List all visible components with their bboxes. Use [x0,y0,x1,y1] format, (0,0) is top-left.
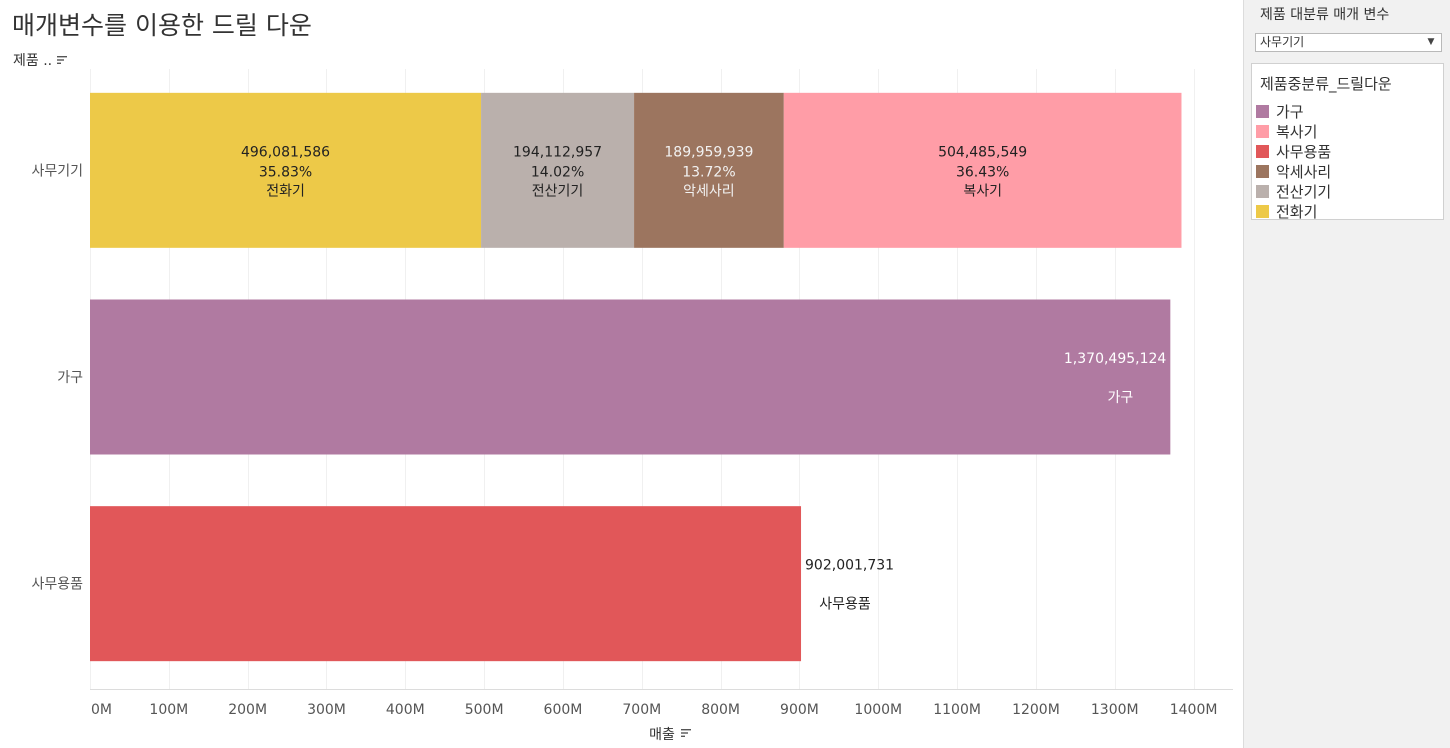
legend-label: 복사기 [1276,122,1318,141]
bar-segment[interactable] [481,92,635,248]
x-tick-label: 300M [307,702,346,718]
parameter-selected-value: 사무기기 [1260,35,1305,49]
bar-value-label: 194,112,957 [513,144,602,160]
bar-percent-label: 35.83% [259,164,312,180]
legend-item[interactable]: 전산기기 [1256,181,1331,201]
legend-item[interactable]: 복사기 [1256,121,1331,141]
x-tick-label: 900M [780,702,819,718]
x-axis-sort-icon[interactable] [681,732,688,734]
legend-swatch [1256,124,1269,138]
bar-segment-label: 전화기 [266,183,305,199]
bar-percent-label: 36.43% [956,164,1009,180]
legend-item[interactable]: 사무용품 [1256,141,1331,161]
x-tick-label: 1100M [933,702,981,718]
bar-segment-label: 복사기 [963,183,1002,199]
x-tick-label: 200M [228,702,267,718]
legend-swatch [1256,164,1269,178]
parameter-title: 제품 대분류 매개 변수 [1260,7,1390,23]
row-field-header[interactable]: 제품 .. [13,50,68,70]
legend-swatch [1256,144,1269,158]
x-tick-label: 1400M [1170,702,1218,718]
bar-segment[interactable] [90,299,1171,455]
sort-icon[interactable] [56,55,68,65]
x-tick-label: 1200M [1012,702,1060,718]
chevron-down-icon[interactable]: ▼ [1427,37,1435,47]
x-axis-sort-icon[interactable] [681,735,685,737]
legend-swatch [1256,184,1269,198]
legend-title: 제품중분류_드릴다운 [1260,75,1392,93]
bar-value-label: 902,001,731 [805,558,894,574]
legend-label: 악세사리 [1276,162,1332,181]
legend-item[interactable]: 악세사리 [1256,161,1331,181]
right-panel: 제품 대분류 매개 변수 사무기기 ▼ 제품중분류_드릴다운 가구 복사기 사무용품… [1243,0,1450,748]
x-axis-title: 매출 [649,727,675,743]
bar-value-label: 504,485,549 [938,144,1027,160]
y-category-label: 가구 [57,370,83,386]
bar-chart: 0M 100M 200M 300M 400M 500M 600M 700M 800M 900M 10… [31,69,1233,743]
legend-item[interactable]: 가구 [1256,101,1331,121]
legend-label: 가구 [1276,102,1304,121]
bar-segment[interactable] [783,92,1182,248]
bar-segment-label: 사무용품 [819,597,871,613]
bar-segment-label: 전산기기 [532,183,584,199]
parameter-dropdown[interactable]: 사무기기 ▼ [1255,33,1442,52]
x-tick-label: 400M [386,702,425,718]
x-tick-label: 1000M [854,702,902,718]
legend-label: 전산기기 [1276,182,1332,201]
legend-swatch [1256,104,1269,118]
bar-value-label: 189,959,939 [664,144,753,160]
bar-segment[interactable] [90,92,482,248]
bar-percent-label: 14.02% [531,164,584,180]
x-tick-label: 0M [91,702,112,718]
dashboard-title: 매개변수를 이용한 드릴 다운 [12,11,312,40]
x-tick-label: 100M [149,702,188,718]
legend-swatch [1256,204,1269,218]
bar-segment[interactable] [90,506,802,662]
x-tick-label: 1300M [1091,702,1139,718]
x-tick-label: 500M [465,702,504,718]
x-axis-sort-icon[interactable] [681,729,691,731]
x-tick-label: 600M [544,702,583,718]
bar-value-label: 496,081,586 [241,144,330,160]
y-category-label: 사무용품 [31,577,83,593]
x-tick-label: 800M [701,702,740,718]
legend-label: 전화기 [1276,202,1318,221]
color-legend: 제품중분류_드릴다운 가구 복사기 사무용품 악세사리 전산기기 전화기 [1251,63,1444,221]
x-tick-label: 700M [622,702,661,718]
legend-items: 가구 복사기 사무용품 악세사리 전산기기 전화기 [1256,101,1331,221]
legend-label: 사무용품 [1276,142,1332,161]
bar-segment-label: 가구 [1107,390,1133,406]
y-category-label: 사무기기 [31,163,83,179]
bar-segment[interactable] [634,92,784,248]
row-field-label: 제품 .. [13,53,53,69]
legend-item[interactable]: 전화기 [1256,201,1331,221]
bar-segment-label: 악세사리 [683,183,735,199]
bar-value-label: 1,370,495,124 [1064,351,1167,367]
bar-percent-label: 13.72% [682,164,735,180]
